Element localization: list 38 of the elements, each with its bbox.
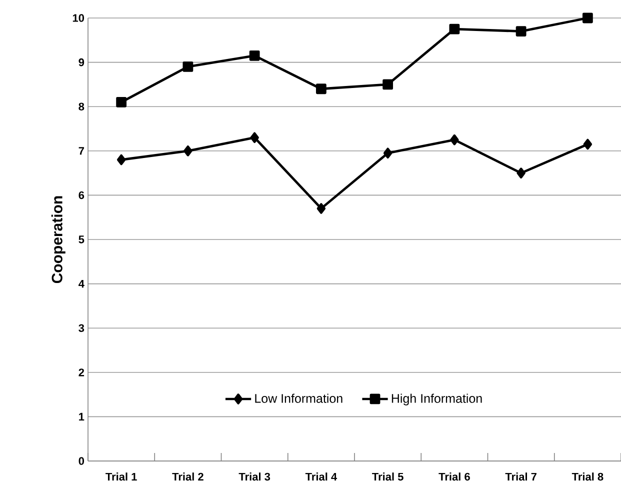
- y-tick-label: 2: [78, 368, 84, 376]
- x-tick-label: Trial 4: [305, 472, 338, 481]
- x-tick-label: Trial 5: [372, 472, 404, 481]
- x-tick-label: Trial 1: [106, 472, 137, 481]
- y-tick-label: 5: [78, 236, 84, 244]
- y-tick-label: 9: [78, 58, 84, 66]
- point: [583, 138, 592, 150]
- point: [184, 146, 192, 156]
- x-tick-label: Trial 6: [438, 472, 470, 481]
- legend-label: Low Information: [255, 394, 342, 403]
- x-tick-label: Trial 8: [572, 472, 604, 481]
- point: [250, 132, 259, 144]
- y-tick-label: 4: [78, 280, 84, 288]
- y-tick-label: 10: [72, 14, 84, 22]
- point: [116, 154, 126, 166]
- x-tick-label: Trial 2: [172, 472, 204, 481]
- point: [516, 168, 526, 178]
- y-tick-label: 6: [78, 191, 84, 200]
- y-tick-label: 0: [78, 457, 84, 465]
- point: [249, 50, 260, 61]
- point: [383, 148, 392, 159]
- x-tick-label: Trial 7: [505, 472, 536, 481]
- x-tick-label: Trial 3: [238, 472, 270, 481]
- y-tick-label: 3: [78, 324, 84, 332]
- y-tick-label: 7: [78, 147, 84, 155]
- point: [449, 24, 460, 34]
- y-axis-title: Cooperation: [51, 196, 66, 284]
- y-tick-label: 8: [78, 102, 84, 110]
- point: [182, 62, 194, 72]
- point: [516, 26, 526, 36]
- point: [582, 12, 593, 24]
- point: [450, 134, 459, 146]
- point: [316, 203, 326, 214]
- y-tick-label: 1: [79, 412, 84, 420]
- legend-label: High Information: [392, 394, 482, 406]
- point: [316, 84, 326, 94]
- point: [116, 96, 127, 108]
- point: [382, 79, 394, 90]
